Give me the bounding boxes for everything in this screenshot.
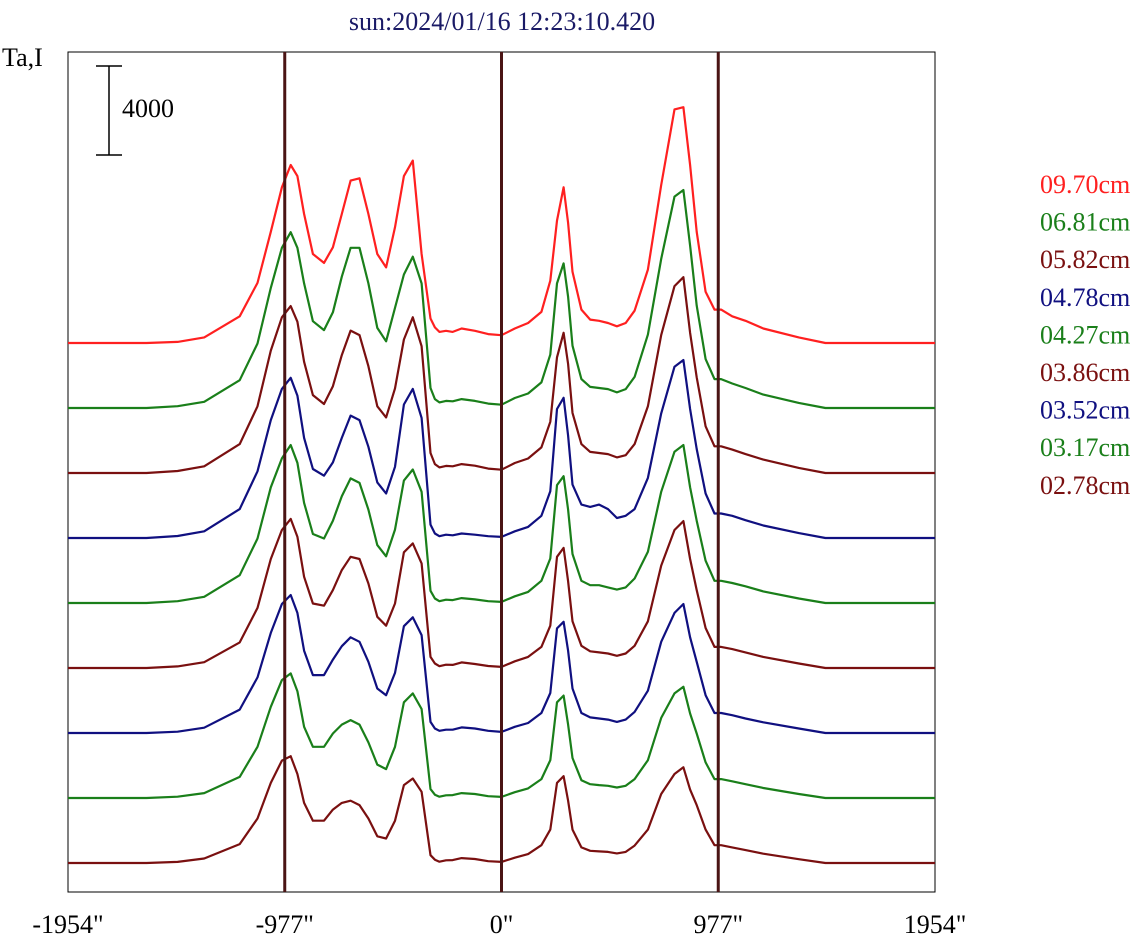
x-tick-labels: -1954" -977" 0" 977" 1954" [32, 910, 966, 939]
series-line-09.70cm [68, 106, 935, 345]
legend-entry: 03.52cm [1040, 396, 1130, 425]
x-tick-label: 0" [490, 910, 514, 939]
legend-entry: 03.17cm [1040, 433, 1130, 462]
legend-entry: 03.86cm [1040, 358, 1130, 387]
legend-entry: 05.82cm [1040, 245, 1130, 274]
legend-entry: 04.27cm [1040, 320, 1130, 349]
vline-layer [283, 52, 720, 892]
legend: 09.70cm 06.81cm 05.82cm 04.78cm 04.27cm 03.86… [1040, 170, 1130, 500]
series-line-03.86cm [68, 517, 935, 670]
x-tick-label: -977" [256, 910, 314, 939]
legend-entry: 02.78cm [1040, 471, 1130, 500]
scale-bar-label: 4000 [122, 94, 174, 123]
series-line-03.52cm [68, 593, 935, 735]
x-tick-label: 977" [693, 910, 743, 939]
chart-title: sun:2024/01/16 12:23:10.420 [349, 7, 655, 36]
series-layer [68, 106, 935, 865]
legend-entry: 06.81cm [1040, 208, 1130, 237]
x-tick-label: 1954" [904, 910, 967, 939]
series-line-04.27cm [68, 443, 935, 605]
series-line-06.81cm [68, 188, 935, 410]
y-axis-label: Ta,I [2, 43, 43, 72]
legend-entry: 04.78cm [1040, 283, 1130, 312]
series-line-05.82cm [68, 276, 935, 475]
legend-entry: 09.70cm [1040, 170, 1130, 199]
series-line-04.78cm [68, 358, 935, 540]
series-line-02.78cm [68, 755, 935, 865]
series-line-03.17cm [68, 672, 935, 800]
scale-bar [96, 65, 122, 156]
x-tick-label: -1954" [32, 910, 103, 939]
